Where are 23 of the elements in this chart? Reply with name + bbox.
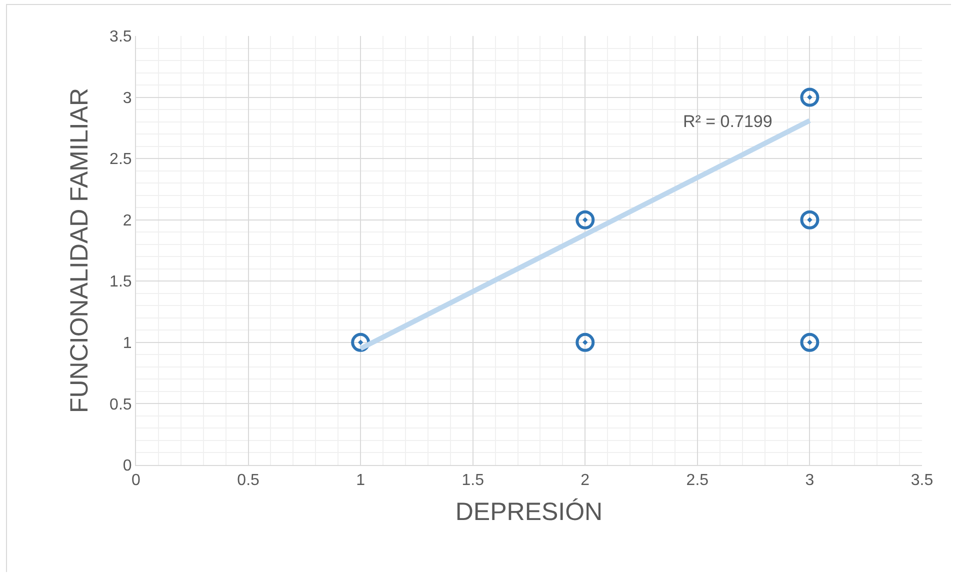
- y-tick-label: 0.5: [110, 396, 132, 414]
- y-tick-label: 1.5: [110, 274, 132, 291]
- y-tick-label: 3: [122, 90, 132, 107]
- x-tick-label: 1: [356, 472, 366, 490]
- point: [800, 88, 820, 107]
- x-tick-label: 1.5: [462, 472, 484, 490]
- point: [800, 210, 820, 230]
- x-tick-label: 2: [580, 472, 590, 490]
- x-tick-label: 3: [805, 472, 814, 490]
- x-tick-label: 0.5: [237, 472, 260, 490]
- y-axis-title: FUNCIONALIDAD FAMILIAR: [65, 88, 94, 414]
- x-tick-label: 2.5: [686, 472, 709, 490]
- point: [576, 210, 595, 230]
- y-tick-label: 3.5: [110, 28, 132, 46]
- y-tick-label: 2.5: [110, 151, 132, 168]
- x-axis-title: DEPRESIÓN: [455, 498, 603, 526]
- x-tick-label: 3.5: [910, 472, 934, 490]
- annotation: R² = 0.7199: [683, 112, 772, 131]
- y-tick-label: 2: [122, 212, 132, 230]
- y-tick-label: 0: [122, 458, 132, 475]
- y-tick-label: 1: [122, 335, 132, 352]
- point: [800, 332, 820, 352]
- point: [576, 332, 595, 352]
